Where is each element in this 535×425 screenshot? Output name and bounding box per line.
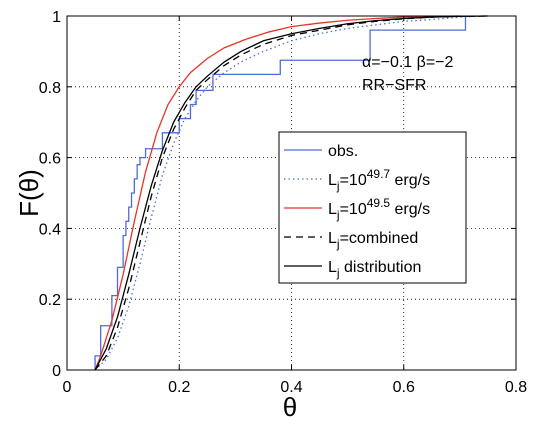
- y-tick-label: 1: [52, 9, 61, 26]
- x-tick-label: 0.4: [280, 379, 302, 396]
- y-tick-label: 0: [52, 363, 61, 380]
- annotation-params: α=−0.1 β=−2: [362, 54, 454, 71]
- legend-label-2: Lj=1049.5 erg/s: [328, 196, 430, 222]
- y-tick-label: 0.6: [39, 151, 61, 168]
- series-line-1: [94, 15, 488, 371]
- series-line-4: [94, 15, 488, 371]
- legend-label-1: Lj=1049.7 erg/s: [328, 167, 430, 193]
- y-axis-title: F(θ): [14, 169, 44, 217]
- legend-label-0: obs.: [328, 143, 358, 160]
- y-tick-label: 0.2: [39, 292, 61, 309]
- axes: [66, 15, 517, 371]
- x-tick-label: 0: [63, 379, 72, 396]
- legend-label-3: Lj=combined: [328, 230, 418, 251]
- x-tick-label: 0.6: [393, 379, 415, 396]
- y-tick-label: 0.8: [39, 80, 61, 97]
- tick-labels: 0 0.2 0.4 0.6 0.8 0 0.2 0.4 0.6 0.8 1: [39, 9, 527, 396]
- y-tick-label: 0.4: [39, 221, 61, 238]
- legend-label-4: Lj distribution: [328, 259, 421, 280]
- x-tick-label: 0.2: [168, 379, 190, 396]
- x-axis-title: θ: [283, 392, 297, 420]
- annotation-model: RR−SFR: [362, 77, 426, 94]
- series-layer: [94, 15, 488, 371]
- x-tick-label: 0.8: [505, 379, 527, 396]
- legend: obs. Lj=1049.7 erg/s Lj=1049.5 erg/s Lj=com…: [278, 131, 467, 284]
- series-line-2: [94, 15, 460, 371]
